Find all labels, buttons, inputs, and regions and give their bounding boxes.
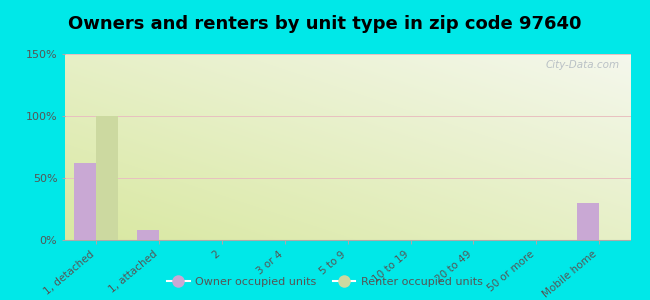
Bar xyxy=(577,203,599,240)
Bar xyxy=(74,163,96,240)
Text: Owners and renters by unit type in zip code 97640: Owners and renters by unit type in zip c… xyxy=(68,15,582,33)
Text: City-Data.com: City-Data.com xyxy=(545,60,619,70)
Legend: Owner occupied units, Renter occupied units: Owner occupied units, Renter occupied un… xyxy=(163,273,487,291)
Bar xyxy=(137,230,159,240)
Bar xyxy=(96,116,118,240)
